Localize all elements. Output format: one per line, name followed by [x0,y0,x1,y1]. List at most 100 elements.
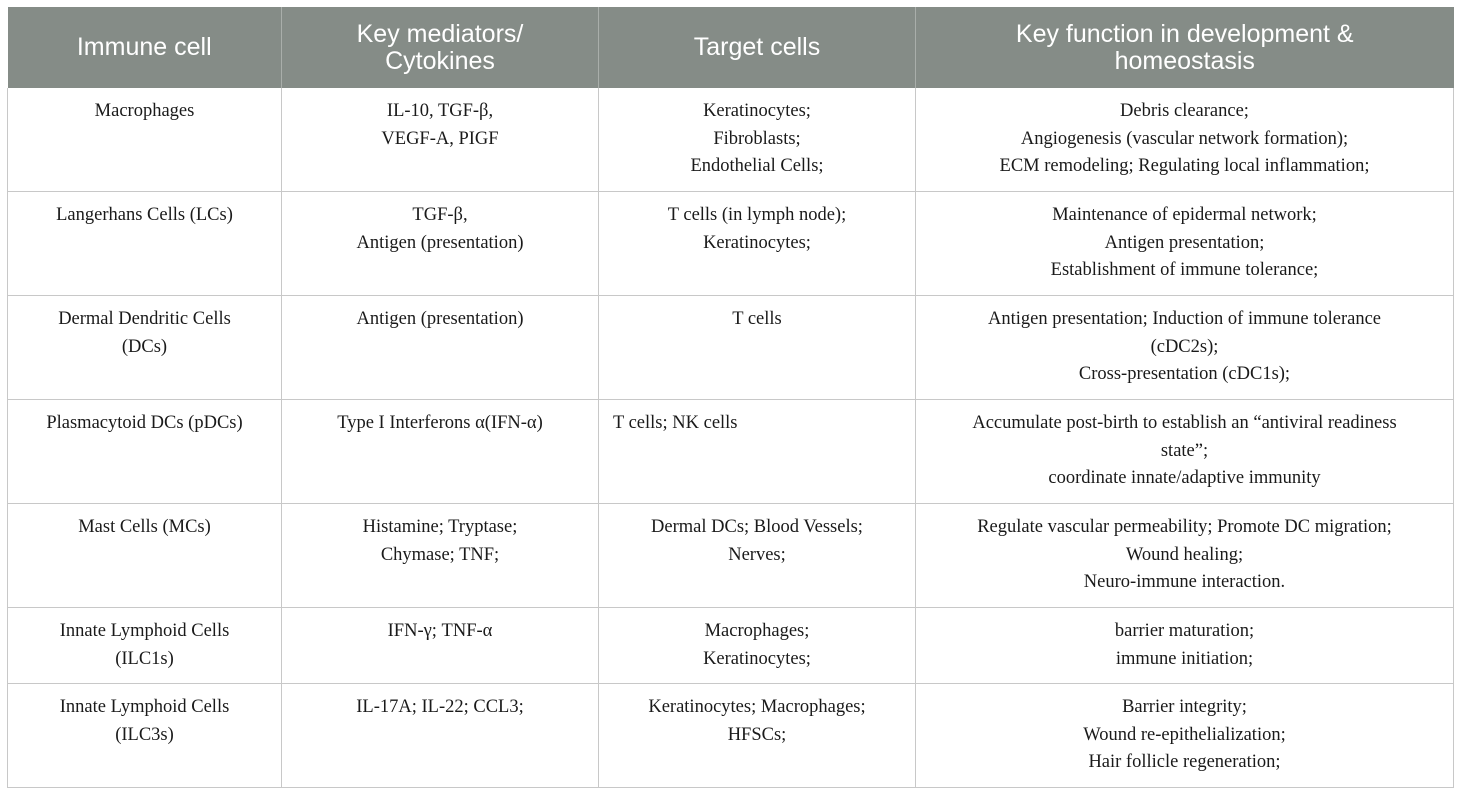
cell-text-line: Accumulate post-birth to establish an “a… [972,413,1397,433]
cell-text-line: Chymase; TNF; [380,544,500,565]
cell-text-line: Wound healing; [1125,544,1244,565]
cell-text-line: Antigen presentation; [1104,232,1265,253]
cell-text-line: Neuro-immune interaction. [1083,572,1286,593]
table-body: Macrophages IL-10, TGF-β, VEGF-A, PIGF Ke… [7,88,1454,788]
cell-text-line: Fibroblasts; [713,128,801,149]
table-header: Immune cell Key mediators/Cytokines Targ… [7,7,1454,88]
cell-text-line: IFN-γ; TNF-α [387,621,493,641]
immune-cell-table-container: Immune cell Key mediators/Cytokines Targ… [7,7,1454,788]
cell-text-line: (DCs) [121,336,168,357]
cell-text-line: Type I Interferons α(IFN-α) [337,413,543,433]
cell-text-line: Antigen (presentation) [356,309,524,329]
table-row: Macrophages IL-10, TGF-β, VEGF-A, PIGF Ke… [7,88,1454,192]
cell-text-line: coordinate innate/adaptive immunity [1048,468,1321,489]
cell-text-line: Key mediators/ [356,19,524,48]
cell-text-line: Establishment of immune tolerance; [1050,260,1319,281]
cell-text-line: VEGF-A, PIGF [381,128,499,149]
cell-text-line: (ILC1s) [115,648,174,669]
cell-text-line: Dermal DCs; Blood Vessels; [651,517,863,537]
cell-text-line: Barrier integrity; [1122,697,1247,717]
cell-targets: Keratinocytes; Macrophages; HFSCs; [598,683,916,788]
cell-immune-cell: Macrophages [7,88,282,192]
cell-text-line: Key function in development & [1015,19,1354,48]
cell-text-line: immune initiation; [1115,648,1254,669]
cell-text-line: Mast Cells (MCs) [78,517,211,537]
cell-mediators: TGF-β, Antigen (presentation) [281,191,599,296]
cell-text-line: homeostasis [1114,46,1255,75]
header-key-function: Key function in development & homeostasis [915,7,1454,88]
cell-text-line: Target cells [693,33,821,61]
cell-mediators: IL-17A; IL-22; CCL3; [281,683,599,788]
cell-text-line: TGF-β, [412,205,468,225]
cell-text-line: Cytokines [385,46,495,75]
cell-targets: Macrophages; Keratinocytes; [598,607,916,684]
cell-text-line: Innate Lymphoid Cells [59,697,230,717]
cell-text-line: Histamine; Tryptase; [362,517,518,537]
cell-text-line: (ILC3s) [115,724,174,745]
cell-text-line: Immune cell [76,33,212,61]
cell-text-line: barrier maturation; [1114,621,1255,641]
table-row: Dermal Dendritic Cells (DCs) Antigen (pre… [7,295,1454,400]
cell-function: Accumulate post-birth to establish an “a… [915,399,1454,504]
header-target-cells: Target cells [598,7,916,88]
cell-text-line: ECM remodeling; Regulating local inflamm… [999,156,1370,177]
cell-text-line: Plasmacytoid DCs (pDCs) [46,413,243,433]
cell-text-line: Macrophages; [704,621,810,641]
cell-text-line: Keratinocytes; [703,232,811,253]
cell-function: Debris clearance; Angiogenesis (vascular … [915,88,1454,192]
cell-text-line: Dermal Dendritic Cells [58,309,231,329]
cell-text-line: Innate Lymphoid Cells [59,621,230,641]
table-row: Innate Lymphoid Cells (ILC3s) IL-17A; IL-… [7,683,1454,788]
cell-immune-cell: Innate Lymphoid Cells (ILC1s) [7,607,282,684]
cell-text-line: state”; [1160,440,1209,461]
cell-immune-cell: Langerhans Cells (LCs) [7,191,282,296]
cell-mediators: Histamine; Tryptase; Chymase; TNF; [281,503,599,608]
cell-immune-cell: Dermal Dendritic Cells (DCs) [7,295,282,400]
cell-function: Barrier integrity; Wound re-epithelializa… [915,683,1454,788]
cell-immune-cell: Mast Cells (MCs) [7,503,282,608]
table-row: Innate Lymphoid Cells (ILC1s) IFN-γ; TNF-… [7,607,1454,684]
cell-targets: Keratinocytes; Fibroblasts; Endothelial Ce… [598,88,916,192]
cell-mediators: IL-10, TGF-β, VEGF-A, PIGF [281,88,599,192]
cell-text-line: Endothelial Cells; [690,156,824,177]
table-row: Mast Cells (MCs) Histamine; Tryptase; Chy… [7,503,1454,608]
cell-targets: Dermal DCs; Blood Vessels; Nerves; [598,503,916,608]
cell-targets: T cells; NK cells [598,399,916,504]
header-immune-cell: Immune cell [7,7,282,88]
cell-text-line: T cells [732,309,782,329]
cell-mediators: Antigen (presentation) [281,295,599,400]
cell-text-line: IL-17A; IL-22; CCL3; [356,697,524,717]
cell-function: Regulate vascular permeability; Promote … [915,503,1454,608]
cell-targets: T cells [598,295,916,400]
cell-text-line: HFSCs; [727,724,787,745]
cell-text-line: Hair follicle regeneration; [1088,752,1281,773]
cell-text-line: Cross-presentation (cDC1s); [1078,364,1291,385]
cell-text-line: (cDC2s); [1150,336,1219,357]
cell-function: Antigen presentation; Induction of immun… [915,295,1454,400]
cell-text-line: Langerhans Cells (LCs) [56,205,233,225]
table-row: Langerhans Cells (LCs) TGF-β, Antigen (pr… [7,191,1454,296]
cell-text-line: Keratinocytes; [703,101,811,121]
cell-text-line: Nerves; [728,544,786,565]
cell-text-line: Debris clearance; [1120,101,1249,121]
cell-immune-cell: Plasmacytoid DCs (pDCs) [7,399,282,504]
cell-text-line: Antigen (presentation) [356,232,524,253]
cell-text-line: Keratinocytes; [703,648,811,669]
cell-text-line: IL-10, TGF-β, [386,101,494,121]
cell-mediators: IFN-γ; TNF-α [281,607,599,684]
cell-text-line: Wound re-epithelialization; [1083,724,1286,745]
cell-text-line: Antigen presentation; Induction of immun… [987,309,1381,329]
immune-cell-table: Immune cell Key mediators/Cytokines Targ… [7,7,1454,788]
header-key-mediators: Key mediators/Cytokines [281,7,599,88]
cell-text-line: Maintenance of epidermal network; [1052,205,1317,225]
cell-function: barrier maturation; immune initiation; [915,607,1454,684]
cell-immune-cell: Innate Lymphoid Cells (ILC3s) [7,683,282,788]
cell-targets: T cells (in lymph node); Keratinocytes; [598,191,916,296]
cell-mediators: Type I Interferons α(IFN-α) [281,399,599,504]
cell-text-line: Angiogenesis (vascular network formation… [1020,128,1349,149]
cell-text-line: T cells; NK cells [613,413,738,433]
cell-text-line: Keratinocytes; Macrophages; [648,697,866,717]
cell-text-line: Regulate vascular permeability; Promote … [977,517,1392,537]
header-row: Immune cell Key mediators/Cytokines Targ… [7,7,1454,88]
cell-text-line: Macrophages [94,101,195,121]
